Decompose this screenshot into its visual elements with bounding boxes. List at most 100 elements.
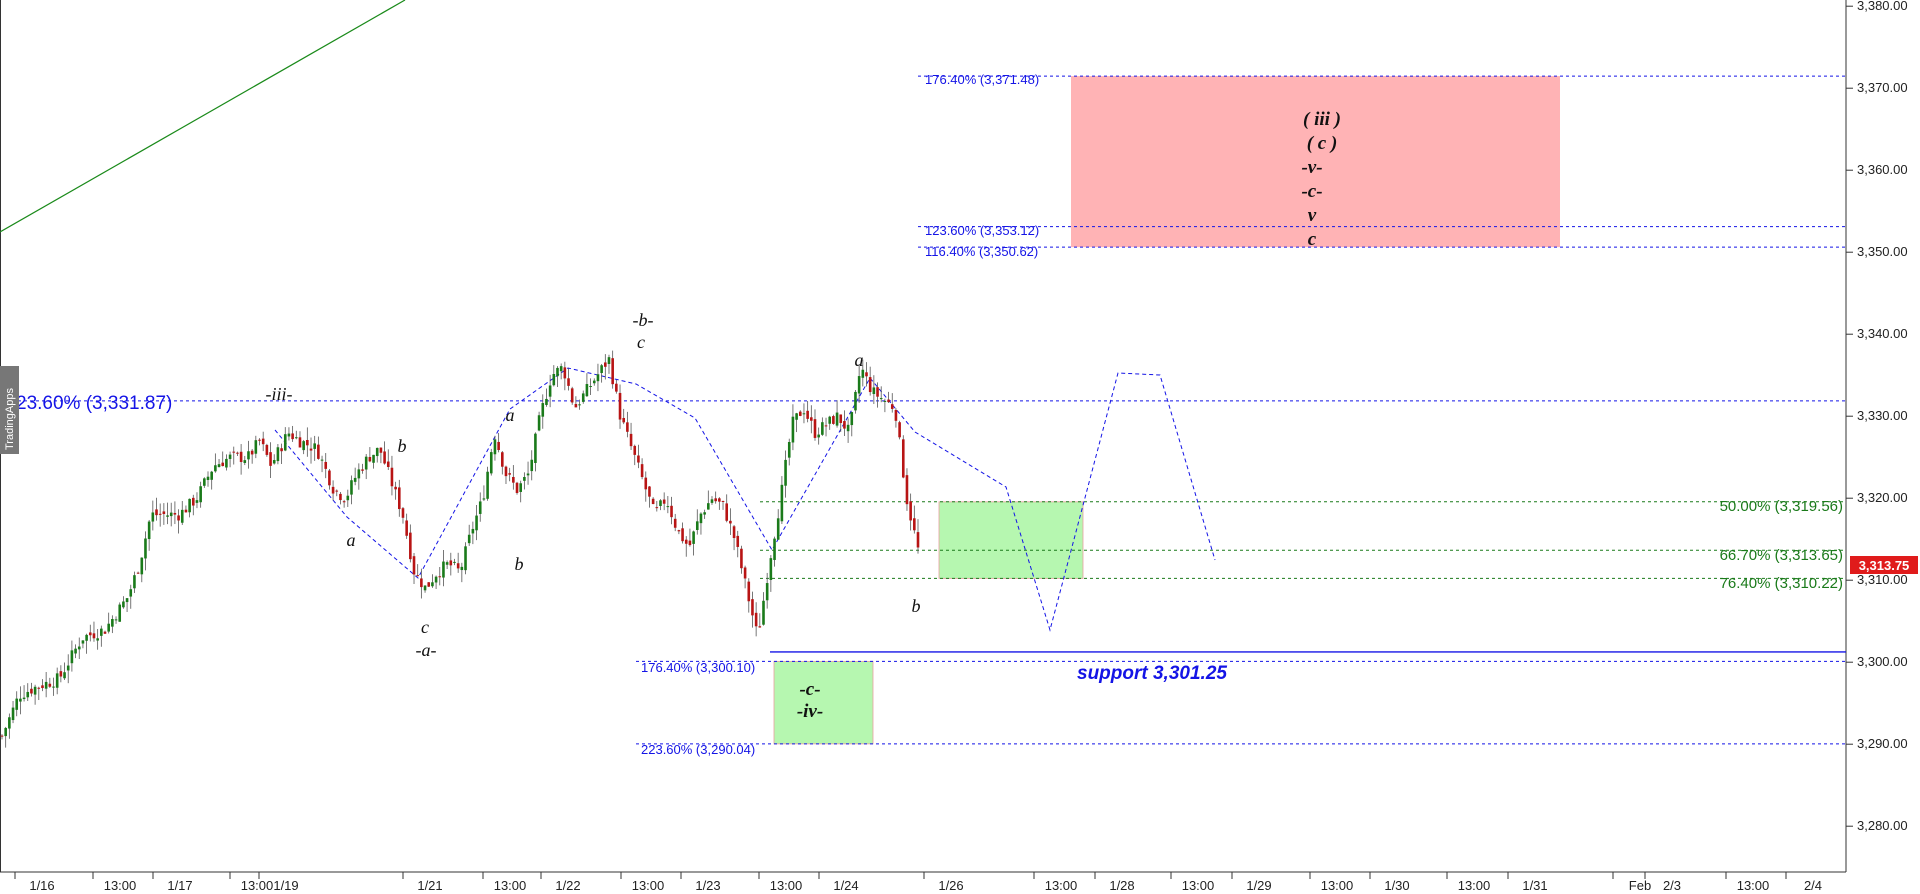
candle-body (707, 503, 710, 510)
candle-body (832, 416, 835, 424)
current-price-tag: 3,313.75 (1850, 556, 1918, 574)
candle-body (567, 378, 570, 386)
candle-body (19, 698, 22, 702)
wave-label-a-minor: -a- (416, 640, 437, 660)
candle-body (556, 367, 559, 377)
candle-body (269, 452, 272, 466)
candle-body (294, 437, 298, 439)
candle-body (92, 633, 96, 639)
zone-label-c-paren: ( c ) (1307, 133, 1338, 154)
zone-label-iii: ( iii ) (1303, 109, 1341, 130)
candle-body (445, 562, 449, 565)
price-tick-label: 3,340.00 (1857, 326, 1908, 341)
candle-body (868, 377, 872, 393)
candle-body (342, 501, 346, 503)
candle-body (210, 471, 213, 480)
candle-body (364, 456, 368, 470)
candle-body (784, 459, 787, 486)
candle-body (585, 384, 589, 397)
candle-body (22, 697, 26, 700)
candle-body (898, 422, 901, 438)
candle-body (77, 646, 81, 650)
price-tick-label: 3,350.00 (1857, 244, 1908, 259)
candle-body (611, 358, 614, 385)
candle-body (798, 411, 802, 416)
candle-body (394, 486, 397, 490)
candle-body (372, 454, 375, 463)
candle-body (644, 477, 648, 490)
support-label: support 3,301.25 (1077, 663, 1227, 684)
fibonacci-levels (0, 75, 1846, 745)
candle-body (81, 640, 85, 644)
candle-body (85, 634, 88, 641)
candle-body (791, 416, 795, 443)
candle-body (857, 376, 861, 394)
candle-body (478, 501, 482, 514)
candle-body (913, 518, 916, 531)
candle-body (261, 438, 265, 445)
fib-label-123-6: 123.60% (3,353.12) (925, 223, 1039, 238)
time-tick-label: Feb (1629, 878, 1651, 893)
candle-body (795, 413, 798, 420)
candle-body (453, 561, 456, 563)
candle-body (44, 681, 48, 689)
time-tick-label: 13:00 (494, 878, 527, 893)
candle-body (118, 604, 122, 622)
time-tick-label: 13:00 (632, 878, 665, 893)
candle-body (420, 578, 423, 588)
candle-body (519, 483, 522, 492)
trend-line (0, 0, 406, 233)
time-tick-label: 1/31 (1522, 878, 1547, 893)
candle-body (147, 521, 151, 540)
price-tick-label: 3,300.00 (1857, 654, 1908, 669)
candle-body (177, 515, 180, 521)
candle-body (751, 599, 754, 616)
candle-body (320, 459, 324, 461)
time-tick-label: 2/4 (1804, 878, 1822, 893)
candle-body (456, 563, 460, 569)
candle-body (346, 495, 350, 501)
candle-body (217, 464, 221, 468)
time-tick-label: 1/16 (29, 878, 54, 893)
candle-body (100, 628, 103, 636)
candle-body (570, 388, 574, 403)
candle-body (659, 500, 662, 506)
candle-body (464, 546, 467, 571)
candle-body (589, 386, 592, 388)
price-candles (0, 350, 920, 748)
candle-body (890, 404, 894, 409)
candle-body (618, 392, 622, 420)
candle-body (475, 515, 478, 531)
candle-body (298, 437, 302, 448)
candle-body (743, 567, 747, 579)
candle-body (306, 440, 309, 446)
candle-body (684, 539, 688, 544)
wave-label-iii: -iii- (266, 384, 293, 404)
wave-label-c-2: c (637, 332, 645, 352)
candle-body (191, 497, 195, 506)
candle-body (427, 582, 431, 587)
candle-body (670, 505, 673, 518)
candle-body (258, 439, 261, 441)
candle-body (482, 498, 486, 500)
candle-body (699, 513, 703, 524)
candle-body (879, 398, 883, 400)
candle-body (26, 691, 30, 698)
candle-body (434, 576, 438, 583)
candle-body (787, 441, 791, 458)
candle-body (780, 484, 784, 522)
zone-label-v-minor: -v- (1301, 157, 1322, 178)
candle-body (438, 576, 442, 578)
candle-body (887, 399, 890, 403)
candle-body (740, 548, 743, 569)
candle-body (449, 560, 453, 566)
zone-label-v: v (1308, 205, 1317, 226)
candle-body (545, 398, 548, 405)
candle-body (107, 623, 110, 632)
candle-body (280, 448, 283, 452)
candle-body (471, 528, 475, 534)
fib-label-76-4: 76.40% (3,310.22) (1720, 575, 1843, 592)
wave-label-a-3: a (855, 350, 864, 370)
candle-body (140, 557, 144, 575)
candle-body (405, 520, 408, 536)
